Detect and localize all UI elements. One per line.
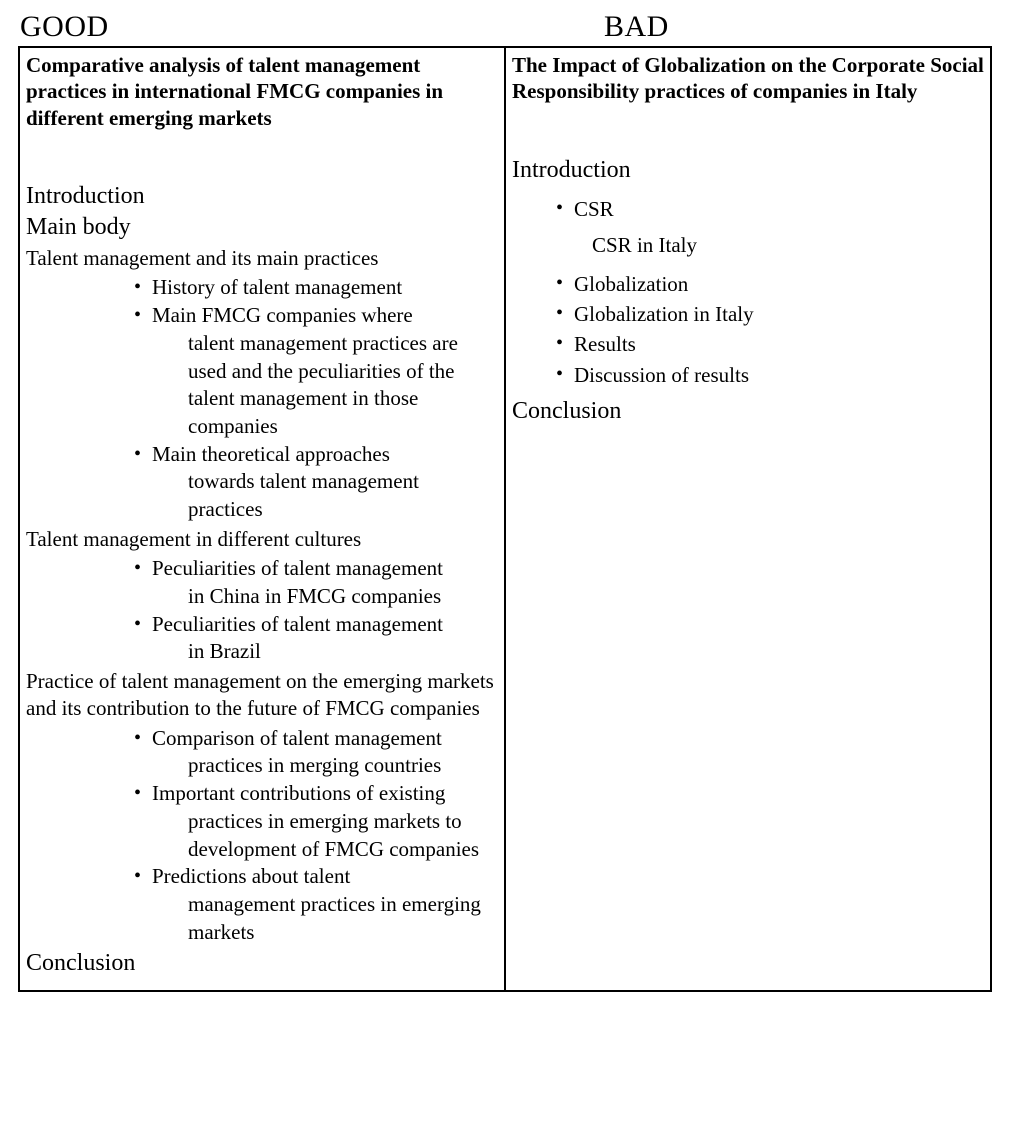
page: GOOD BAD Comparative analysis of talent … <box>0 0 1010 1012</box>
bullet-text: CSR <box>574 197 614 221</box>
good-column: Comparative analysis of talent managemen… <box>20 48 506 990</box>
list-item: CSR <box>556 194 984 224</box>
bad-introduction: Introduction <box>512 155 984 186</box>
bullet-text: Important contributions of existing <box>152 781 445 805</box>
bullet-continuation: in Brazil <box>152 638 498 666</box>
bullet-text: Main theoretical approaches <box>152 442 390 466</box>
good-section-1-list: History of talent management Main FMCG c… <box>26 274 498 523</box>
bad-subitem: CSR in Italy <box>512 230 984 260</box>
bullet-continuation: towards talent management practices <box>152 468 498 523</box>
bullet-continuation: management practices in emerging markets <box>152 891 498 946</box>
good-conclusion: Conclusion <box>26 948 498 979</box>
bad-list: CSR <box>512 194 984 224</box>
bad-conclusion: Conclusion <box>512 396 984 427</box>
list-item: Peculiarities of talent management in Br… <box>134 611 498 666</box>
list-item: Peculiarities of talent management in Ch… <box>134 555 498 610</box>
good-main-body: Main body <box>26 212 498 243</box>
list-item: Predictions about talent management prac… <box>134 863 498 946</box>
list-item: Comparison of talent management practice… <box>134 725 498 780</box>
list-item: Globalization in Italy <box>556 299 984 329</box>
good-section-1-heading: Talent management and its main practices <box>26 245 498 272</box>
list-item: Important contributions of existing prac… <box>134 780 498 863</box>
bullet-continuation: practices in merging countries <box>152 752 498 780</box>
bad-list-continued: Globalization Globalization in Italy Res… <box>512 269 984 391</box>
good-section-2-heading: Talent management in different cultures <box>26 526 498 553</box>
bullet-text: History of talent management <box>152 275 402 299</box>
bullet-text: Results <box>574 332 636 356</box>
list-item: History of talent management <box>134 274 498 302</box>
list-item: Main FMCG companies where talent managem… <box>134 302 498 441</box>
bullet-text: Globalization in Italy <box>574 302 754 326</box>
list-item: Globalization <box>556 269 984 299</box>
bullet-text: Peculiarities of talent management <box>152 556 443 580</box>
comparison-table: Comparative analysis of talent managemen… <box>18 46 992 992</box>
good-title: Comparative analysis of talent managemen… <box>26 52 498 131</box>
bullet-text: Predictions about talent <box>152 864 350 888</box>
bad-column: The Impact of Globalization on the Corpo… <box>506 48 990 990</box>
bullet-continuation: talent management practices are used and… <box>152 330 498 441</box>
bullet-text: Peculiarities of talent management <box>152 612 443 636</box>
header-row: GOOD BAD <box>18 10 992 46</box>
bullet-text: Main FMCG companies where <box>152 303 413 327</box>
bullet-continuation: in China in FMCG companies <box>152 583 498 611</box>
list-item: Main theoretical approaches towards tale… <box>134 441 498 524</box>
list-item: Discussion of results <box>556 360 984 390</box>
bullet-text: Discussion of results <box>574 363 749 387</box>
list-item: Results <box>556 329 984 359</box>
good-introduction: Introduction <box>26 181 498 212</box>
bullet-text: Globalization <box>574 272 688 296</box>
good-section-2-list: Peculiarities of talent management in Ch… <box>26 555 498 666</box>
good-section-3-list: Comparison of talent management practice… <box>26 725 498 947</box>
bad-title: The Impact of Globalization on the Corpo… <box>512 52 984 105</box>
header-bad: BAD <box>408 10 992 46</box>
header-good: GOOD <box>18 10 408 46</box>
bullet-continuation: practices in emerging markets to develop… <box>152 808 498 863</box>
bullet-text: Comparison of talent management <box>152 726 442 750</box>
good-section-3-heading: Practice of talent management on the eme… <box>26 668 498 723</box>
